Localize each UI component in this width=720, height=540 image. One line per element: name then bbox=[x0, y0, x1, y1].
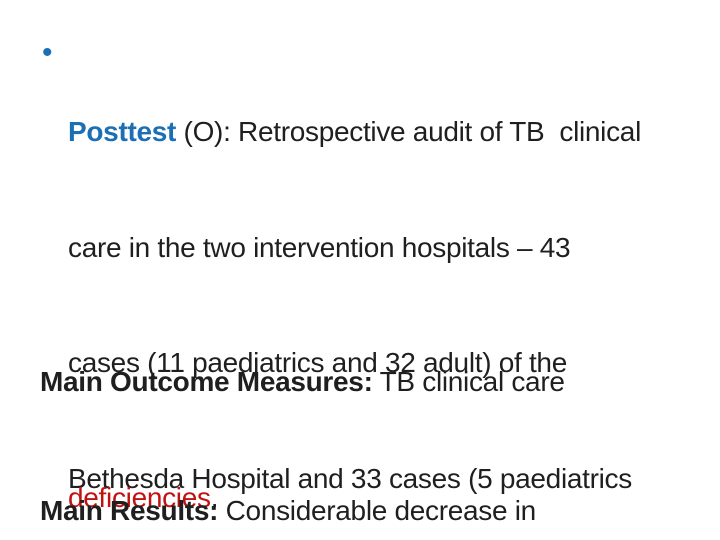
results-heading: Main Results: bbox=[40, 495, 219, 526]
bullet-point-icon: • bbox=[42, 36, 53, 69]
posttest-paragraph: Posttest (O): Retrospective audit of TB … bbox=[68, 36, 641, 540]
posttest-line-4: Bethesda Hospital and 33 cases (5 paedia… bbox=[68, 462, 632, 494]
deficiencies-highlight: deficiencies bbox=[68, 481, 211, 513]
results-line-1: Main Results: Considerable decrease in bbox=[40, 492, 536, 531]
posttest-line-2: care in the two intervention hospitals –… bbox=[68, 231, 571, 263]
posttest-line-3: cases (11 paediatrics and 32 adult) of t… bbox=[68, 347, 567, 378]
posttest-keyword: Posttest bbox=[68, 116, 177, 147]
outcome-line-1-rest: TB clinical care bbox=[372, 366, 565, 397]
outcome-heading: Main Outcome Measures: bbox=[40, 366, 373, 397]
results-paragraph: Main Results: Considerable decrease in d… bbox=[40, 415, 536, 540]
outcome-line-2: deficiencies. bbox=[40, 479, 565, 518]
outcome-paragraph: Main Outcome Measures: TB clinical care … bbox=[40, 286, 565, 540]
outcome-period: . bbox=[210, 481, 219, 513]
results-line-1-rest: Considerable decrease in bbox=[218, 495, 537, 526]
posttest-line-1-rest: (O): Retrospective audit of TB clinical bbox=[176, 116, 642, 147]
posttest-line-1: Posttest (O): Retrospective audit of TB … bbox=[68, 113, 641, 152]
outcome-line-1: Main Outcome Measures: TB clinical care bbox=[40, 363, 565, 402]
